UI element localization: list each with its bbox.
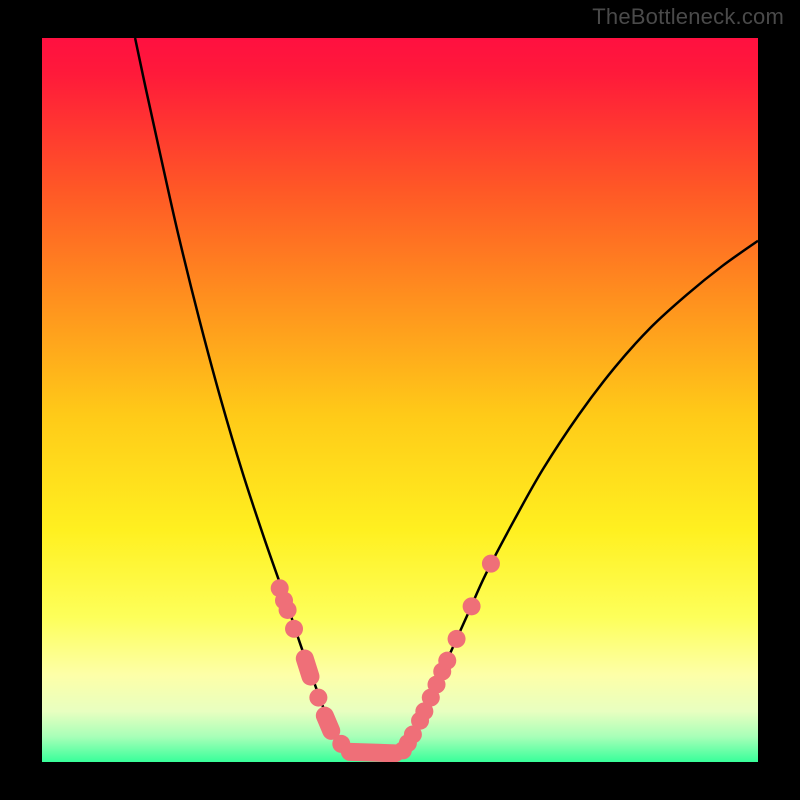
data-marker (285, 620, 303, 638)
plot-background (42, 38, 758, 762)
data-marker (325, 716, 331, 731)
data-marker (279, 601, 297, 619)
data-marker (482, 555, 500, 573)
bottleneck-curve-chart (0, 0, 800, 800)
data-marker (350, 752, 395, 753)
data-marker (438, 652, 456, 670)
data-marker (305, 658, 311, 676)
chart-container: TheBottleneck.com (0, 0, 800, 800)
data-marker (463, 597, 481, 615)
data-marker (309, 689, 327, 707)
attribution-label: TheBottleneck.com (592, 4, 784, 30)
data-marker (448, 630, 466, 648)
